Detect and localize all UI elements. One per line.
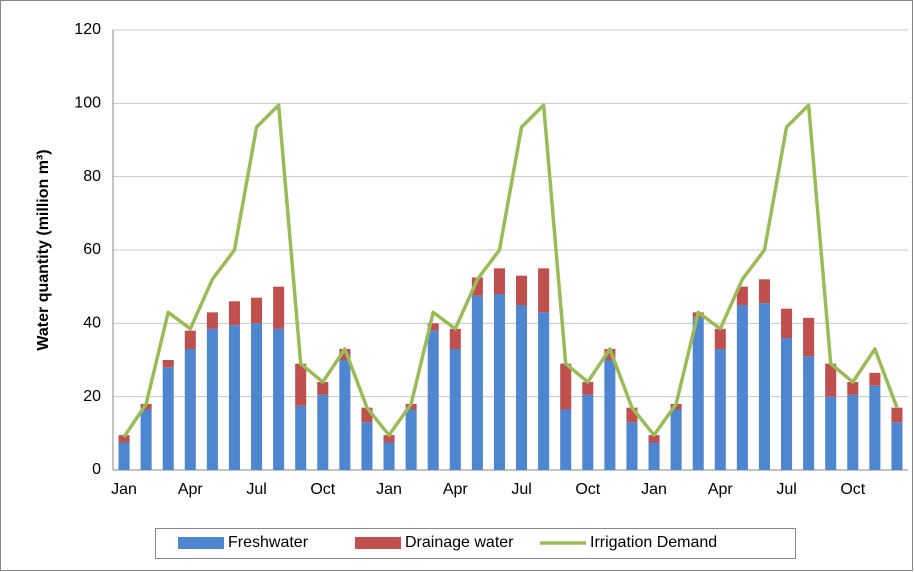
bar	[781, 308, 793, 338]
x-tick-label: Jan	[376, 481, 402, 498]
x-tick-label: Oct	[310, 481, 335, 498]
bar	[251, 323, 263, 470]
bar	[118, 442, 130, 470]
bar	[449, 328, 461, 349]
x-tick-label: Jan	[111, 481, 137, 498]
bar	[339, 349, 351, 360]
bar	[228, 301, 240, 326]
x-tick-label: Jul	[246, 481, 266, 498]
bar	[803, 317, 815, 357]
bar	[383, 442, 395, 470]
legend-swatch	[178, 537, 224, 549]
bar	[317, 394, 329, 470]
bar	[648, 435, 660, 443]
legend-label: Freshwater	[228, 534, 309, 551]
bar	[140, 409, 152, 470]
bar	[847, 382, 859, 395]
bar	[493, 268, 505, 294]
bar	[847, 394, 859, 470]
y-tick-label: 0	[92, 461, 101, 478]
bar	[361, 407, 373, 423]
bar	[471, 295, 483, 470]
bar	[427, 330, 439, 470]
legend-box	[155, 528, 796, 559]
y-tick-label: 40	[83, 315, 101, 332]
bar	[582, 394, 594, 470]
bar	[604, 349, 616, 360]
y-tick-label: 60	[83, 241, 101, 258]
bar	[869, 372, 881, 386]
bar	[781, 338, 793, 470]
bar	[758, 303, 770, 470]
x-tick-label: Jul	[776, 481, 796, 498]
bar	[825, 363, 837, 397]
bar	[560, 409, 572, 470]
y-tick-label: 100	[74, 95, 101, 112]
bar	[803, 356, 815, 470]
bar	[383, 435, 395, 443]
bar	[317, 382, 329, 395]
bar	[560, 363, 572, 410]
bar	[582, 382, 594, 395]
bar	[228, 325, 240, 470]
bar	[184, 349, 196, 470]
bar	[118, 435, 130, 443]
bar	[516, 305, 528, 470]
bar	[869, 385, 881, 470]
bar	[891, 422, 903, 470]
bar	[206, 312, 218, 329]
bar	[736, 305, 748, 470]
bar	[714, 328, 726, 349]
y-tick-label: 20	[83, 388, 101, 405]
bar	[736, 286, 748, 305]
x-tick-label: Apr	[708, 481, 734, 498]
bar	[648, 442, 660, 470]
x-tick-label: Apr	[178, 481, 204, 498]
y-axis-title: Water quantity (million m³)	[35, 149, 52, 350]
bar	[361, 422, 373, 470]
bar	[184, 330, 196, 349]
bar	[405, 409, 417, 470]
x-tick-label: Oct	[840, 481, 865, 498]
bar	[692, 317, 704, 470]
y-tick-label: 80	[83, 168, 101, 185]
x-tick-label: Apr	[443, 481, 469, 498]
bar	[714, 349, 726, 470]
bar	[670, 409, 682, 470]
bar	[206, 328, 218, 470]
legend-label: Irrigation Demand	[590, 534, 717, 551]
line	[122, 103, 899, 438]
bar	[449, 349, 461, 470]
y-tick-label: 120	[74, 21, 101, 38]
bar	[251, 297, 263, 324]
bar	[626, 422, 638, 470]
bar	[295, 405, 307, 470]
bar	[427, 323, 439, 331]
legend-label: Drainage water	[405, 534, 514, 551]
bar	[162, 360, 174, 368]
bar	[516, 275, 528, 305]
x-tick-label: Jan	[641, 481, 667, 498]
bar	[825, 396, 837, 470]
bar	[295, 363, 307, 406]
bar	[339, 360, 351, 470]
bar	[891, 407, 903, 423]
x-tick-label: Oct	[575, 481, 600, 498]
bar	[538, 312, 550, 470]
x-tick-label: Jul	[511, 481, 531, 498]
bar	[162, 367, 174, 470]
bar	[626, 407, 638, 423]
legend-swatch	[355, 537, 401, 549]
bar	[758, 279, 770, 304]
bar	[273, 328, 285, 470]
bar	[604, 360, 616, 470]
bar	[273, 286, 285, 329]
bar	[493, 294, 505, 470]
bar	[471, 277, 483, 296]
bar	[538, 268, 550, 313]
